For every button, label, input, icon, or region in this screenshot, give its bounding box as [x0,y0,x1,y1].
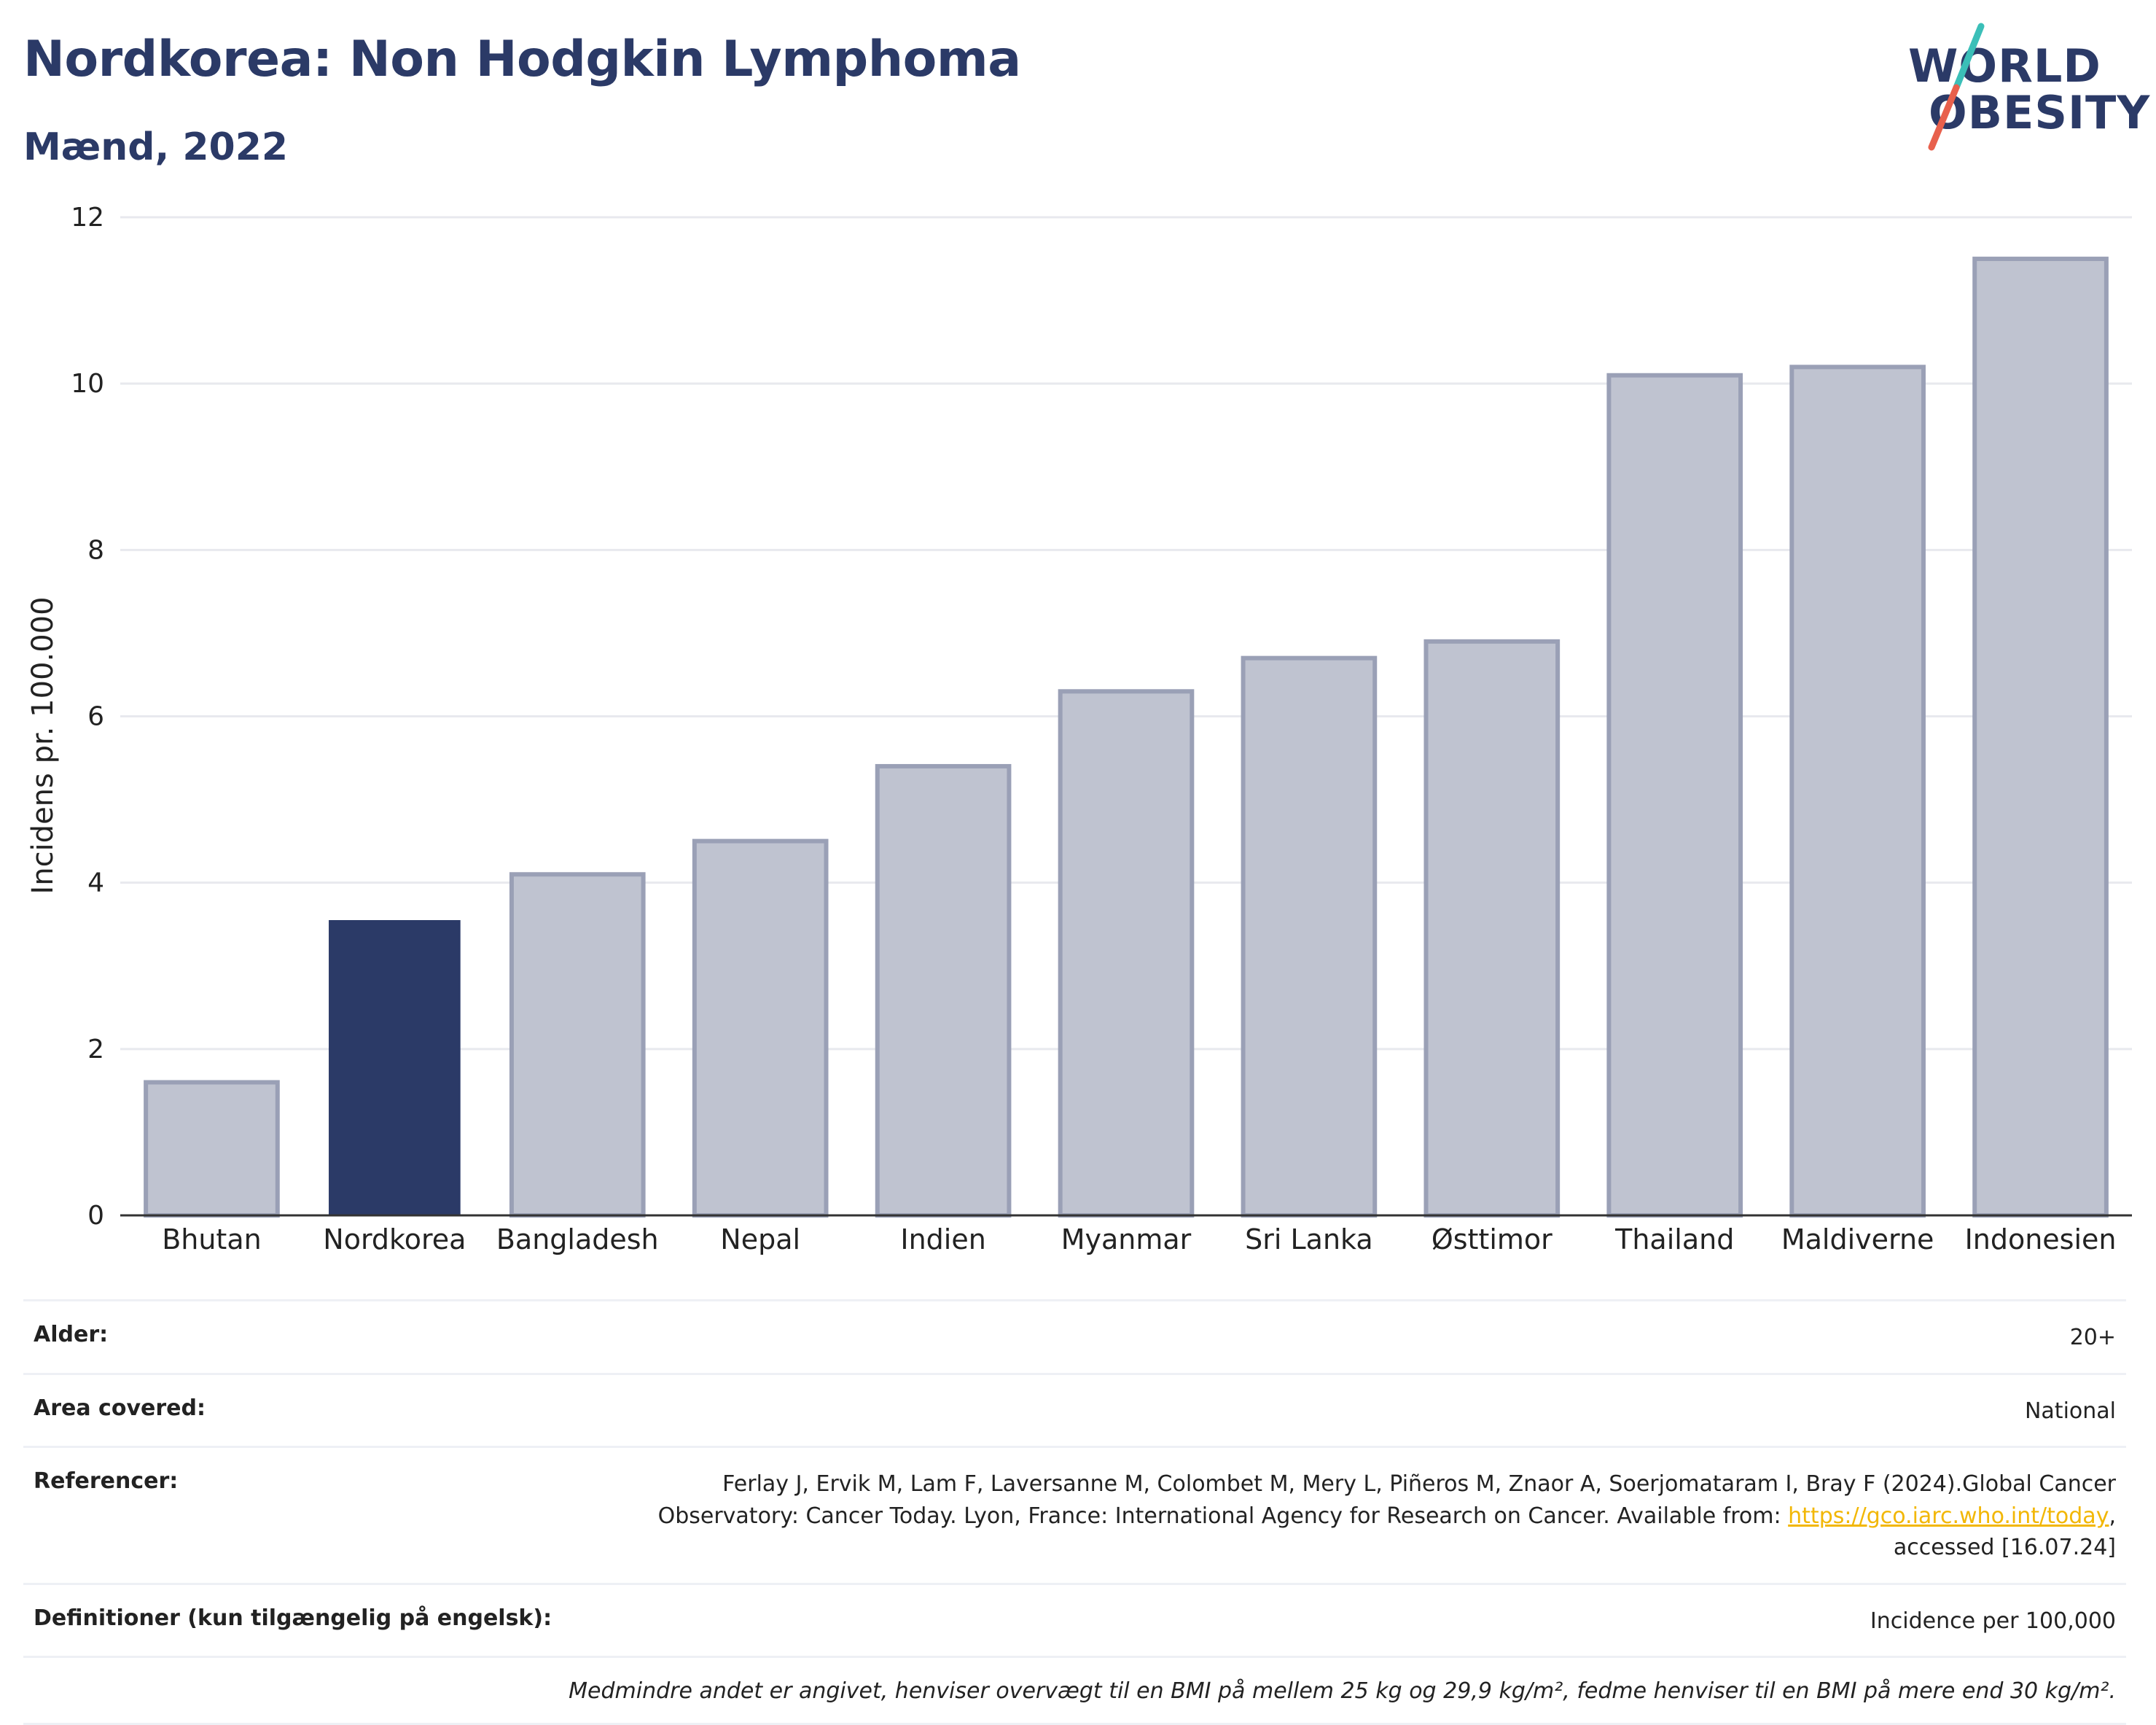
x-tick-label: Bhutan [162,1223,262,1255]
y-axis-title: Incidens pr. 100.000 [26,596,60,894]
bar-indonesien [1972,257,2109,1218]
reference-line-1: Ferlay J, Ervik M, Lam F, Laversanne M, … [722,1471,2116,1497]
logo-text-world: WORLD [1908,39,2101,93]
x-tick-label: Nepal [720,1223,800,1255]
bar-myanmar [1058,689,1195,1218]
meta-row-note: Medmindre andet er angivet, henviser ove… [23,1656,2126,1725]
age-label: Alder: [34,1322,109,1347]
x-tick-label: Indien [900,1223,985,1255]
x-tick-label: Maldiverne [1781,1223,1934,1255]
bar-nepal [692,838,829,1218]
bar-chart: 0 2 4 6 8 10 12 Bhutan Nordkorea Bangladesh Nepal I… [26,203,2132,1255]
y-tick-label: 6 [87,702,104,732]
bar-indien [875,763,1012,1218]
reference-link[interactable]: https://gco.iarc.who.int/today [1788,1503,2109,1529]
metadata-table: Alder: 20+ Area covered: National Refere… [23,1299,2126,1725]
footnote: Medmindre andet er angivet, henviser ove… [569,1678,2116,1704]
x-tick-label: Østtimor [1432,1223,1552,1255]
y-tick-label: 12 [71,203,104,233]
meta-row-references: Referencer: Ferlay J, Ervik M, Lam F, La… [23,1446,2126,1583]
bar-bhutan [144,1080,280,1218]
reference-comma: , [2109,1503,2116,1529]
bar-maldiverne [1789,365,1926,1218]
meta-row-area: Area covered: National [23,1372,2126,1446]
y-tick-label: 0 [87,1201,104,1231]
age-value: 20+ [2069,1325,2116,1350]
bar-nordkorea [329,920,461,1215]
x-tick-label: Sri Lanka [1245,1223,1373,1255]
world-obesity-logo: WORLD OBESITY [1902,22,2149,153]
bar-thailand [1606,373,1743,1218]
area-label: Area covered: [34,1395,206,1421]
references-label: Referencer: [34,1468,179,1494]
y-tick-label: 10 [71,369,104,399]
y-tick-label: 2 [87,1035,104,1064]
x-tick-label: Thailand [1614,1223,1734,1255]
chart-subtitle: Mænd, 2022 [23,125,289,169]
x-tick-label: Indonesien [1965,1223,2117,1255]
bar-østtimor [1423,639,1561,1218]
reference-line-3: accessed [16.07.24] [1893,1535,2116,1560]
logo-text-obesity: OBESITY [1929,86,2151,139]
x-tick-label: Myanmar [1061,1223,1192,1255]
reference-line-2: Observatory: Cancer Today. Lyon, France:… [657,1503,1789,1529]
bar-sri-lanka [1241,655,1378,1218]
meta-row-age: Alder: 20+ [23,1299,2126,1373]
x-tick-label: Bangladesh [496,1223,659,1255]
chart-title: Nordkorea: Non Hodgkin Lymphoma [23,31,1021,88]
logo-slash-icon [1928,23,1985,151]
references-value: Ferlay J, Ervik M, Lam F, Laversanne M, … [658,1468,2116,1564]
x-tick-label: Nordkorea [323,1223,466,1255]
definitions-value: Incidence per 100,000 [1870,1608,2116,1634]
y-tick-label: 8 [87,535,104,565]
y-tick-label: 4 [87,868,104,898]
meta-row-definitions: Definitioner (kun tilgængelig på engelsk… [23,1582,2126,1656]
definitions-label: Definitioner (kun tilgængelig på engelsk… [34,1605,552,1631]
area-value: National [2024,1398,2116,1424]
bar-bangladesh [509,872,646,1218]
